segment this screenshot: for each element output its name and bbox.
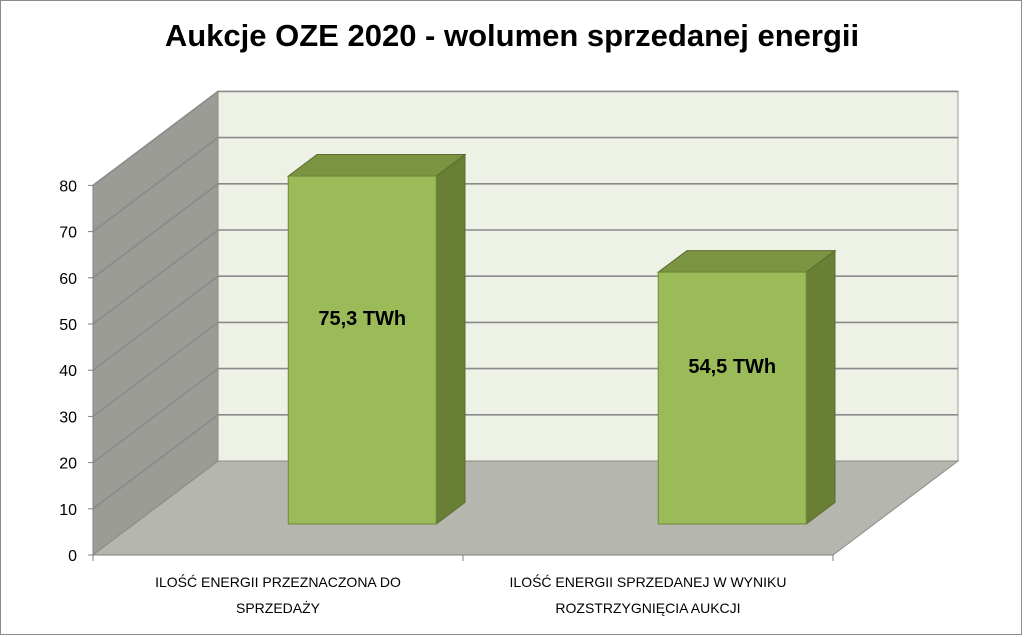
data-label: 54,5 TWh — [688, 356, 776, 378]
data-label: 75,3 TWh — [318, 308, 406, 330]
gridline — [92, 229, 958, 325]
y-tick-label: 0 — [68, 548, 77, 565]
bar — [657, 271, 807, 525]
bar-side — [805, 249, 836, 525]
bar-top — [286, 153, 467, 177]
category-label: SPRZEDAŻY — [236, 599, 321, 616]
gridline — [92, 136, 958, 233]
y-tick-label: 80 — [59, 178, 77, 195]
gridline — [92, 183, 958, 279]
y-tick-label: 10 — [59, 502, 77, 519]
bar-side — [435, 153, 466, 525]
category-label: ROZSTRZYGNIĘCIA AUKCJI — [555, 600, 740, 616]
category-label: ILOŚĆ ENERGII SPRZEDANEJ W WYNIKU — [510, 573, 787, 590]
y-tick-label: 40 — [59, 363, 77, 380]
y-tick-label: 20 — [59, 456, 77, 473]
chart-title: Aukcje OZE 2020 - wolumen sprzedanej ene… — [164, 18, 860, 53]
y-tick-label: 70 — [59, 225, 77, 242]
gridline — [92, 90, 958, 187]
y-tick-label: 30 — [59, 409, 77, 426]
bar — [287, 175, 437, 525]
category-label: ILOŚĆ ENERGII PRZEZNACZONA DO — [155, 573, 401, 590]
bar-top — [656, 250, 837, 273]
y-tick-label: 50 — [59, 317, 77, 334]
y-tick-label: 60 — [59, 271, 77, 288]
